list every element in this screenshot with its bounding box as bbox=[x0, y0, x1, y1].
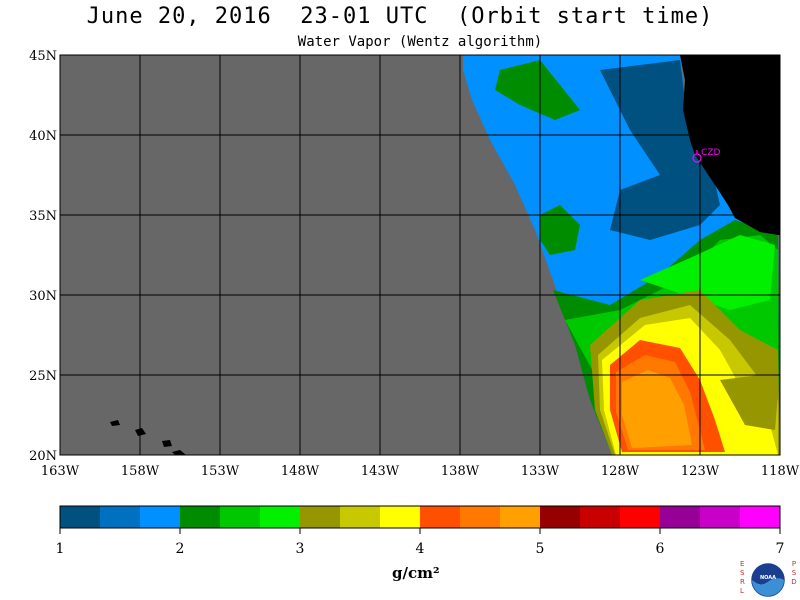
lat-label-45N: 45N bbox=[29, 49, 57, 64]
lat-label-35N: 35N bbox=[29, 209, 57, 224]
colorbar-bin bbox=[620, 506, 660, 528]
lon-label-128W: 128W bbox=[601, 464, 640, 479]
vapor-amber bbox=[622, 370, 692, 448]
lat-label-20N: 20N bbox=[29, 449, 57, 464]
lon-label-133W: 133W bbox=[521, 464, 560, 479]
lon-label-138W: 138W bbox=[441, 464, 480, 479]
colorbar bbox=[60, 506, 780, 528]
colorbar-bin bbox=[180, 506, 220, 528]
colorbar-bin bbox=[340, 506, 380, 528]
map-title: June 20, 2016 23-01 UTC (Orbit start tim… bbox=[86, 4, 714, 29]
lon-label-163W: 163W bbox=[41, 464, 80, 479]
lon-label-143W: 143W bbox=[361, 464, 400, 479]
colorbar-bin bbox=[220, 506, 260, 528]
colorbar-tick-6: 6 bbox=[656, 541, 665, 557]
colorbar-bin bbox=[700, 506, 740, 528]
colorbar-tick-2: 2 bbox=[176, 541, 185, 557]
land-mass bbox=[680, 55, 780, 235]
colorbar-bin bbox=[60, 506, 100, 528]
colorbar-bin bbox=[660, 506, 700, 528]
vapor-dark-blue bbox=[600, 60, 720, 240]
lon-label-158W: 158W bbox=[121, 464, 160, 479]
vapor-lime bbox=[640, 235, 775, 310]
vapor-green-mid bbox=[540, 205, 580, 255]
colorbar-bin bbox=[740, 506, 780, 528]
colorbar-units: g/cm² bbox=[392, 564, 440, 582]
colorbar-tick-4: 4 bbox=[416, 541, 425, 557]
colorbar-bin bbox=[420, 506, 460, 528]
island-kauai bbox=[110, 420, 120, 426]
plot-frame bbox=[59, 54, 781, 456]
colorbar-bin bbox=[140, 506, 180, 528]
lon-label-153W: 153W bbox=[201, 464, 240, 479]
colorbar-bin bbox=[380, 506, 420, 528]
lat-label-40N: 40N bbox=[29, 129, 57, 144]
lon-label-118W: 118W bbox=[761, 464, 800, 479]
svg-text:PSD: PSD bbox=[791, 560, 796, 586]
colorbar-tick-3: 3 bbox=[296, 541, 305, 557]
colorbar-bin bbox=[580, 506, 620, 528]
lon-label-148W: 148W bbox=[281, 464, 320, 479]
map-subtitle: Water Vapor (Wentz algorithm) bbox=[297, 34, 543, 50]
lat-label-25N: 25N bbox=[29, 369, 57, 384]
lon-label-123W: 123W bbox=[681, 464, 720, 479]
colorbar-bin bbox=[540, 506, 580, 528]
vapor-green-upper bbox=[495, 60, 580, 120]
lat-label-30N: 30N bbox=[29, 289, 57, 304]
island-maui bbox=[162, 440, 172, 447]
colorbar-tick-7: 7 bbox=[776, 541, 785, 557]
colorbar-tick-1: 1 bbox=[56, 541, 65, 557]
station-label: CZD bbox=[701, 148, 720, 158]
svg-text:NOAA: NOAA bbox=[760, 575, 776, 581]
colorbar-bin bbox=[500, 506, 540, 528]
colorbar-bin bbox=[100, 506, 140, 528]
colorbar-bin bbox=[260, 506, 300, 528]
vapor-olive-east bbox=[720, 375, 778, 430]
colorbar-bin bbox=[460, 506, 500, 528]
colorbar-tick-5: 5 bbox=[536, 541, 545, 557]
island-hawaii bbox=[172, 450, 186, 455]
colorbar-bin bbox=[300, 506, 340, 528]
station-marker: CZD bbox=[692, 148, 720, 163]
